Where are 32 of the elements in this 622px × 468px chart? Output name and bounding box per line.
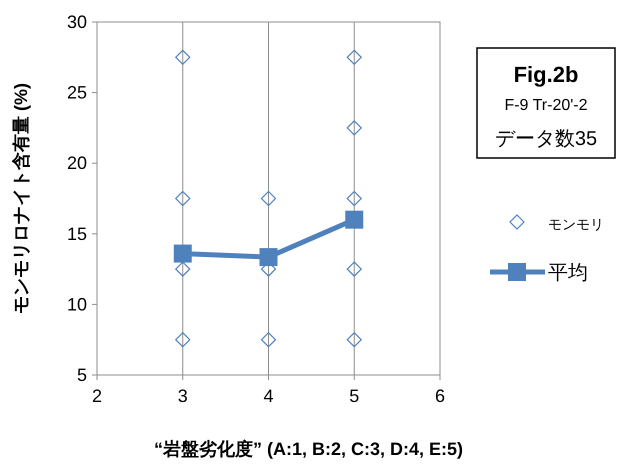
legend-label: モンモリ [548, 216, 604, 232]
caption: Fig.2b [514, 62, 578, 87]
y-tick-label: 30 [66, 12, 87, 32]
point [175, 50, 190, 65]
point [175, 262, 190, 277]
point [175, 332, 190, 348]
x-tick-label: 4 [263, 386, 274, 406]
point [346, 50, 362, 65]
point [346, 190, 362, 206]
y-tick-label: 25 [66, 82, 87, 103]
x-tick-label: 5 [349, 386, 360, 406]
point [346, 262, 362, 277]
y-tick-label: 20 [66, 153, 87, 174]
text: データ数35 [494, 128, 598, 150]
point [175, 190, 190, 206]
legend-label: 平均 [548, 262, 588, 284]
point [346, 120, 362, 136]
x-tick-label: 3 [178, 386, 188, 406]
point [260, 190, 276, 206]
point [346, 332, 362, 348]
y-tick-label: 15 [66, 224, 87, 244]
y-axis-title: モンモリロナイト含有量 (%) [11, 83, 31, 314]
x-axis-title: “岩盤劣化度” (A:1, B:2, C:3, D:4, E:5) [154, 439, 464, 459]
point [260, 248, 278, 266]
point [174, 244, 192, 263]
x-tick-label: 2 [92, 386, 102, 406]
x-tick-label: 6 [434, 386, 446, 406]
point [260, 332, 276, 348]
y-tick-label: 10 [66, 294, 87, 314]
text: F-9 Tr-20'-2 [504, 97, 588, 114]
point [345, 210, 364, 229]
y-tick-label: 5 [76, 365, 87, 385]
